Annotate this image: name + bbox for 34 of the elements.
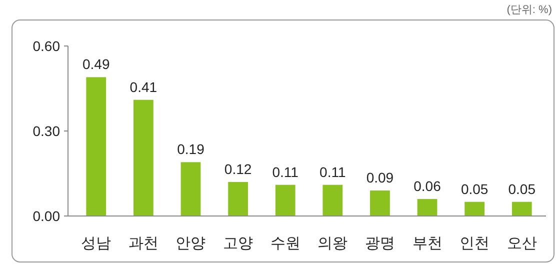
x-tick-label: 성남 — [81, 235, 112, 252]
bar — [86, 77, 106, 216]
data-label: 0.06 — [414, 178, 442, 194]
data-label: 0.49 — [82, 56, 110, 72]
x-tick-label: 부천 — [412, 235, 442, 252]
bar — [180, 162, 201, 216]
x-tick-label: 광명 — [364, 235, 395, 252]
bar — [228, 182, 248, 216]
x-tick-label: 안양 — [176, 235, 206, 252]
bar — [275, 184, 296, 216]
data-label: 0.05 — [460, 180, 488, 197]
data-label: 0.19 — [177, 141, 205, 158]
y-tick-label: 0.00 — [32, 208, 60, 224]
data-label: 0.11 — [320, 164, 346, 180]
bar — [370, 190, 390, 216]
bar — [464, 202, 485, 216]
x-tick-label: 의왕 — [318, 235, 348, 252]
x-tick-label: 오산 — [506, 235, 537, 252]
x-tick-label: 과천 — [128, 235, 158, 252]
data-label: 0.41 — [130, 78, 158, 95]
data-label: 0.09 — [366, 170, 394, 186]
x-tick-label: 고양 — [223, 235, 254, 252]
bar — [133, 100, 154, 216]
x-tick-label: 인천 — [460, 235, 490, 252]
y-tick-label: 0.60 — [32, 38, 60, 54]
y-tick-label: 0.30 — [32, 122, 60, 139]
text: (단위: %) — [506, 4, 552, 16]
bar — [417, 199, 438, 216]
bar — [322, 184, 343, 216]
data-label: 0.12 — [224, 161, 252, 177]
data-label: 0.05 — [508, 180, 536, 197]
bar — [512, 202, 532, 216]
data-label: 0.11 — [272, 164, 299, 180]
x-tick-label: 수원 — [270, 235, 300, 252]
